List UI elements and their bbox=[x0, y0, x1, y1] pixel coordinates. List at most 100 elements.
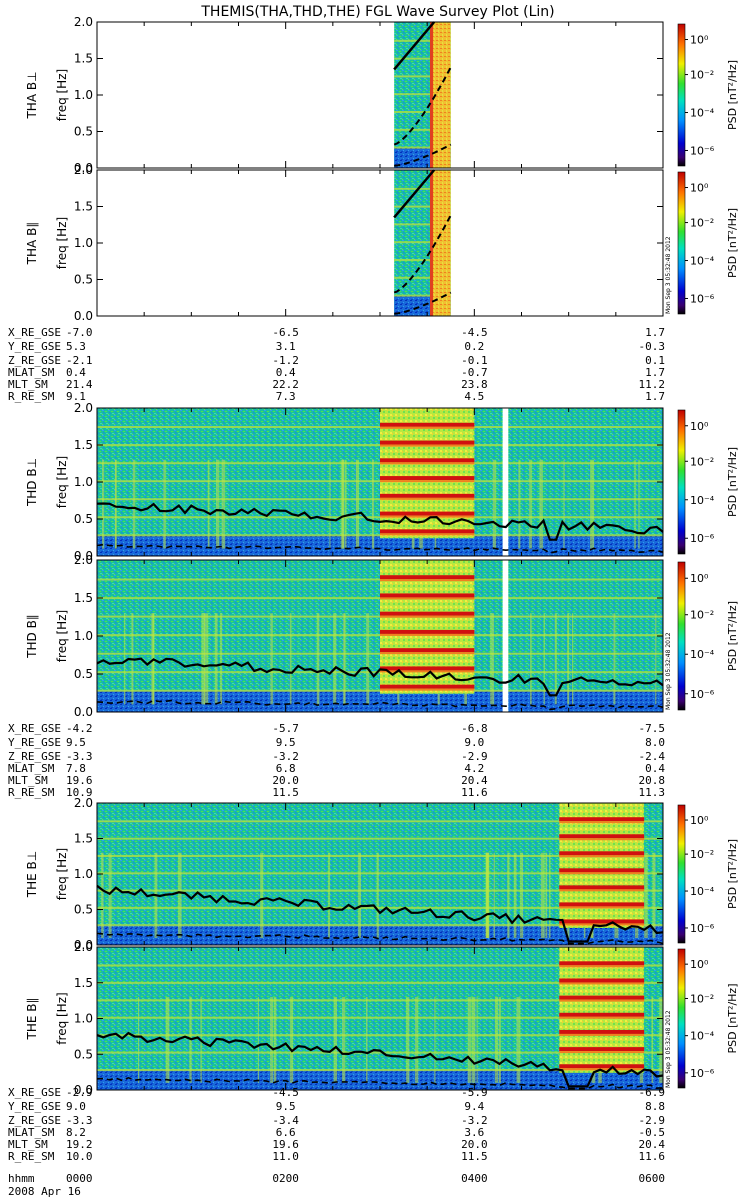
streak bbox=[590, 459, 595, 549]
streak bbox=[358, 852, 362, 938]
streak bbox=[520, 852, 524, 938]
band-harmonic-glow bbox=[559, 855, 645, 858]
ephemeris-value: 11.0 bbox=[272, 1150, 299, 1163]
y-tick-label: 0.5 bbox=[74, 903, 93, 917]
band-harmonic bbox=[380, 648, 475, 653]
colorbar bbox=[677, 948, 686, 1089]
ephemeris-value: -0.3 bbox=[639, 340, 666, 353]
ephemeris-value: -5.9 bbox=[461, 1086, 488, 1099]
ephemeris-value: 1.7 bbox=[645, 326, 665, 339]
colorbar-tick-label: 10⁻⁶ bbox=[690, 292, 715, 305]
harmonic-line bbox=[97, 889, 663, 892]
band-harmonic bbox=[380, 493, 475, 498]
ephemeris-row-name: X_RE_GSE bbox=[8, 326, 61, 339]
ephemeris-row-name: MLAT_SM bbox=[8, 366, 55, 379]
ephemeris-value: -7.5 bbox=[639, 722, 666, 735]
y-tick-label: 1.0 bbox=[74, 629, 93, 643]
ephemeris-value: -3.3 bbox=[66, 750, 93, 763]
band-harmonic bbox=[380, 529, 475, 534]
low-frequency-band bbox=[97, 690, 663, 712]
y-tick-label: 2.0 bbox=[74, 15, 93, 29]
band-harmonic-glow bbox=[380, 497, 475, 500]
streak bbox=[467, 997, 472, 1083]
streak bbox=[270, 613, 273, 705]
y-tick-label: 0.5 bbox=[74, 512, 93, 526]
band-harmonic bbox=[559, 1064, 645, 1069]
harmonic-line bbox=[394, 259, 451, 262]
band-harmonic bbox=[559, 1012, 645, 1017]
streak bbox=[344, 459, 347, 549]
ephemeris-value: 9.0 bbox=[66, 1100, 86, 1113]
colorbar-tick-label: 10⁻² bbox=[690, 992, 714, 1005]
ephemeris-table-thd: X_RE_GSE -4.2 -5.7 -6.8 -7.5 Y_RE_GSE 9.5 9.5 9.… bbox=[8, 722, 665, 799]
panel-ylabel: THE B⊥ bbox=[25, 851, 39, 898]
streak bbox=[289, 997, 294, 1083]
y-tick-label: 2.0 bbox=[74, 401, 93, 415]
spectrogram-panel-the-bpar: 0.0 0.5 1.0 1.5 2.0 THE B∥ freq [Hz] 10⁰ 10⁻² 10⁻… bbox=[25, 940, 739, 1097]
streak bbox=[366, 997, 368, 1083]
streak bbox=[220, 613, 223, 705]
streak bbox=[216, 459, 220, 549]
ephemeris-value: 1.7 bbox=[645, 366, 665, 379]
harmonic-line bbox=[97, 1034, 663, 1037]
harmonic-line bbox=[394, 111, 451, 114]
band-harmonic bbox=[380, 440, 475, 445]
ephemeris-value: -0.7 bbox=[461, 366, 488, 379]
colorbar-tick-label: 10⁻⁶ bbox=[690, 922, 715, 935]
y-tick-label: 2.0 bbox=[74, 553, 93, 567]
ephemeris-value: 20.8 bbox=[639, 774, 666, 787]
ephemeris-table-tha: X_RE_GSE -7.0 -6.5 -4.5 1.7 Y_RE_GSE 5.3 3.1 0.2… bbox=[8, 326, 665, 403]
streak bbox=[652, 852, 656, 938]
ephemeris-value: -3.2 bbox=[272, 750, 299, 763]
y-tick-label: 0.5 bbox=[74, 1047, 93, 1061]
data-gap bbox=[502, 408, 509, 556]
harmonic-line bbox=[97, 1016, 663, 1019]
streak bbox=[513, 852, 517, 938]
harmonic-line bbox=[394, 75, 451, 78]
streak bbox=[115, 459, 117, 549]
band-harmonic bbox=[380, 458, 475, 463]
harmonic-line bbox=[394, 276, 451, 279]
gyrofrequency-curve bbox=[393, 169, 436, 219]
harmonic-line bbox=[97, 837, 663, 840]
colorbar-tick-label: 10⁰ bbox=[690, 814, 709, 827]
ephemeris-value: 0.4 bbox=[66, 366, 86, 379]
ephemeris-value: 0.1 bbox=[645, 354, 665, 367]
spectrogram-panel-thd-bperp: 0.0 0.5 1.0 1.5 2.0 THD B⊥ freq [Hz] 10⁰ 10⁻² 10⁻… bbox=[25, 401, 739, 563]
freq-axis-label: freq [Hz] bbox=[55, 848, 69, 900]
panel-background bbox=[97, 170, 663, 316]
band-harmonic bbox=[559, 885, 645, 890]
ephemeris-row-name: Z_RE_GSE bbox=[8, 354, 61, 367]
band-harmonic bbox=[559, 817, 645, 822]
band-harmonic-glow bbox=[559, 1016, 645, 1019]
ephemeris-value: 19.6 bbox=[66, 774, 93, 787]
freq-axis-label: freq [Hz] bbox=[55, 456, 69, 508]
y-tick-label: 2.0 bbox=[74, 163, 93, 177]
ephemeris-value: -6.5 bbox=[272, 326, 299, 339]
colorbar-tick-label: 10⁰ bbox=[690, 34, 709, 47]
streak bbox=[289, 613, 292, 705]
spectrogram-panel-tha-bperp: 0.0 0.5 1.0 1.5 2.0 THA B⊥ freq [Hz] 10⁰ 10⁻² 10⁻… bbox=[25, 15, 739, 175]
y-tick-label: 0.0 bbox=[74, 1083, 93, 1097]
ephemeris-row-name: MLAT_SM bbox=[8, 762, 55, 775]
harmonic-line bbox=[97, 872, 663, 875]
band-harmonic-glow bbox=[380, 533, 475, 536]
colorbar bbox=[677, 561, 686, 711]
streak bbox=[342, 997, 346, 1083]
streak bbox=[340, 459, 344, 549]
psd-axis-label: PSD [nT²/Hz] bbox=[726, 983, 739, 1053]
band-harmonic-glow bbox=[380, 597, 475, 600]
band-harmonic bbox=[380, 593, 475, 598]
streak bbox=[518, 459, 521, 549]
band-harmonic-glow bbox=[559, 982, 645, 985]
band-harmonic bbox=[380, 684, 475, 689]
band-harmonic bbox=[559, 851, 645, 856]
ephemeris-value: 11.6 bbox=[461, 786, 488, 799]
colorbar-tick-label: 10⁻⁴ bbox=[690, 494, 715, 507]
streak bbox=[178, 852, 182, 938]
band-harmonic-glow bbox=[380, 652, 475, 655]
streak bbox=[101, 852, 104, 938]
streak bbox=[333, 613, 337, 705]
ephemeris-row-name: X_RE_GSE bbox=[8, 1086, 61, 1099]
band-harmonic-glow bbox=[559, 1051, 645, 1054]
